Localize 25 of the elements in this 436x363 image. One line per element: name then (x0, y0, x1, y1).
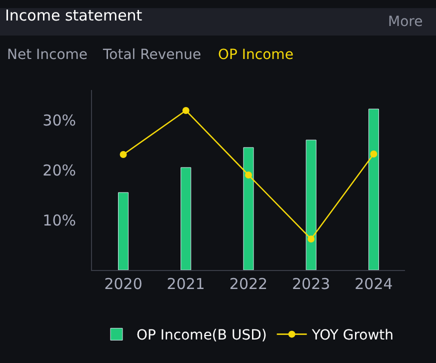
bar (368, 108, 379, 270)
bar (118, 192, 129, 270)
x-tick-label: 2024 (354, 275, 393, 293)
bar (180, 167, 192, 270)
point (182, 107, 190, 114)
x-tick-label: 2021 (166, 275, 205, 293)
point (120, 151, 127, 158)
point (245, 172, 252, 178)
bar (306, 140, 316, 270)
text: OP Income (218, 47, 294, 63)
text: Net Income (7, 47, 88, 63)
point (370, 150, 378, 158)
y-tick-label: 30% (42, 111, 76, 130)
y-tick-label: 20% (42, 161, 76, 180)
x-tick-label: 2023 (292, 275, 330, 293)
text: More (388, 14, 423, 30)
legend-label: OP Income(B USD) (136, 328, 267, 344)
x-tick-label: 2022 (229, 275, 268, 293)
point (308, 236, 315, 242)
y-tick-label: 10% (42, 211, 76, 230)
x-tick-label: 2020 (104, 275, 142, 293)
bar (243, 147, 254, 270)
chart-title: Income statement (5, 6, 142, 24)
legend-label: YOY Growth (310, 328, 394, 344)
text: Total Revenue (102, 47, 202, 63)
